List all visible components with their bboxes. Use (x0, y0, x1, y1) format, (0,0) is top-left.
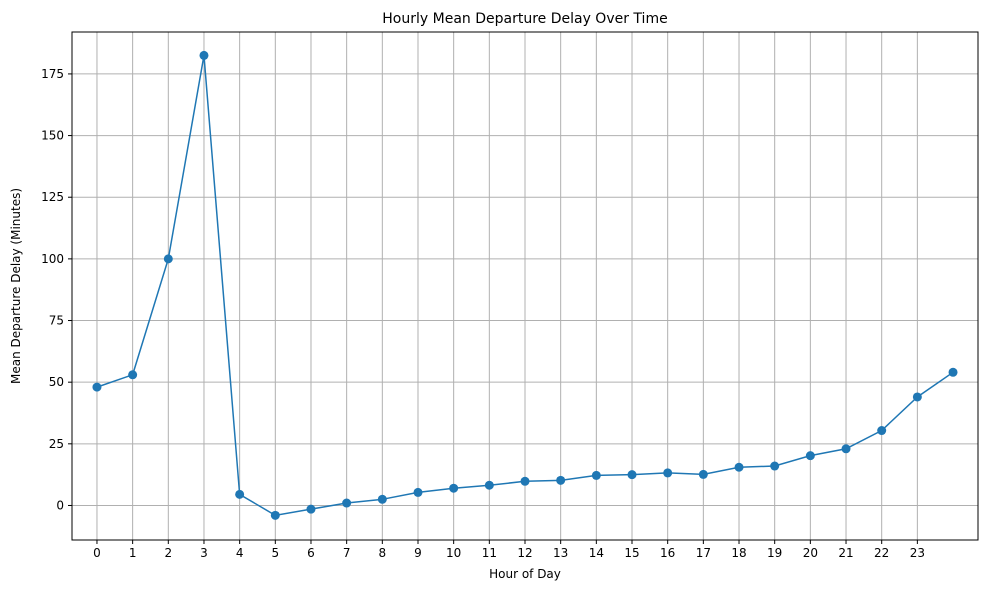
data-point (413, 487, 423, 497)
data-point (627, 470, 637, 480)
data-point (734, 462, 744, 472)
y-tick-label: 150 (41, 129, 64, 143)
y-tick-label: 0 (56, 498, 64, 512)
x-tick-label: 13 (553, 546, 568, 560)
data-point (877, 426, 887, 436)
data-point (306, 504, 316, 514)
x-tick-label: 10 (446, 546, 461, 560)
data-point (841, 444, 851, 454)
y-tick-label: 25 (49, 437, 64, 451)
data-point (377, 494, 387, 504)
x-tick-label: 23 (910, 546, 925, 560)
data-point (556, 475, 566, 485)
y-tick-label: 75 (49, 314, 64, 328)
x-tick-label: 6 (307, 546, 315, 560)
data-point (270, 510, 280, 520)
x-tick-label: 19 (767, 546, 782, 560)
data-point (128, 370, 138, 380)
x-tick-label: 9 (414, 546, 422, 560)
y-tick-label: 100 (41, 252, 64, 266)
x-tick-label: 16 (660, 546, 675, 560)
x-tick-label: 8 (379, 546, 387, 560)
x-tick-label: 2 (164, 546, 172, 560)
x-tick-label: 7 (343, 546, 351, 560)
data-point (484, 480, 494, 490)
data-point (92, 382, 102, 392)
data-point (449, 483, 459, 493)
x-tick-label: 1 (129, 546, 137, 560)
data-point (342, 498, 352, 508)
axis-ticks: 0 1 2 3 4 5 6 7 8 9 10 11 12 13 14 15 16 17 18 19 20 21 22 2302… (41, 67, 925, 560)
x-tick-label: 5 (271, 546, 279, 560)
x-tick-label: 0 (93, 546, 101, 560)
x-axis-label: Hour of Day (489, 567, 561, 581)
data-point (235, 489, 245, 499)
y-tick-label: 50 (49, 375, 64, 389)
data-point (912, 392, 922, 402)
y-axis-label: Mean Departure Delay (Minutes) (9, 188, 23, 384)
data-point (805, 451, 815, 461)
x-tick-label: 22 (874, 546, 889, 560)
grid-lines (72, 32, 978, 540)
x-tick-label: 17 (696, 546, 711, 560)
chart-title: Hourly Mean Departure Delay Over Time (382, 11, 667, 27)
x-tick-label: 3 (200, 546, 208, 560)
x-tick-label: 14 (589, 546, 604, 560)
data-point (199, 50, 209, 60)
x-tick-label: 18 (731, 546, 746, 560)
y-tick-label: 175 (41, 67, 64, 81)
x-tick-label: 4 (236, 546, 244, 560)
data-point (663, 468, 673, 478)
data-point (163, 254, 173, 264)
data-point (698, 469, 708, 479)
x-tick-label: 15 (624, 546, 639, 560)
x-tick-label: 21 (838, 546, 853, 560)
y-tick-label: 125 (41, 190, 64, 204)
data-series (92, 50, 958, 520)
data-point (770, 461, 780, 471)
data-point (948, 367, 958, 377)
data-point (520, 476, 530, 486)
data-point (591, 470, 601, 480)
x-tick-label: 20 (803, 546, 818, 560)
x-tick-label: 12 (517, 546, 532, 560)
x-tick-label: 11 (482, 546, 497, 560)
